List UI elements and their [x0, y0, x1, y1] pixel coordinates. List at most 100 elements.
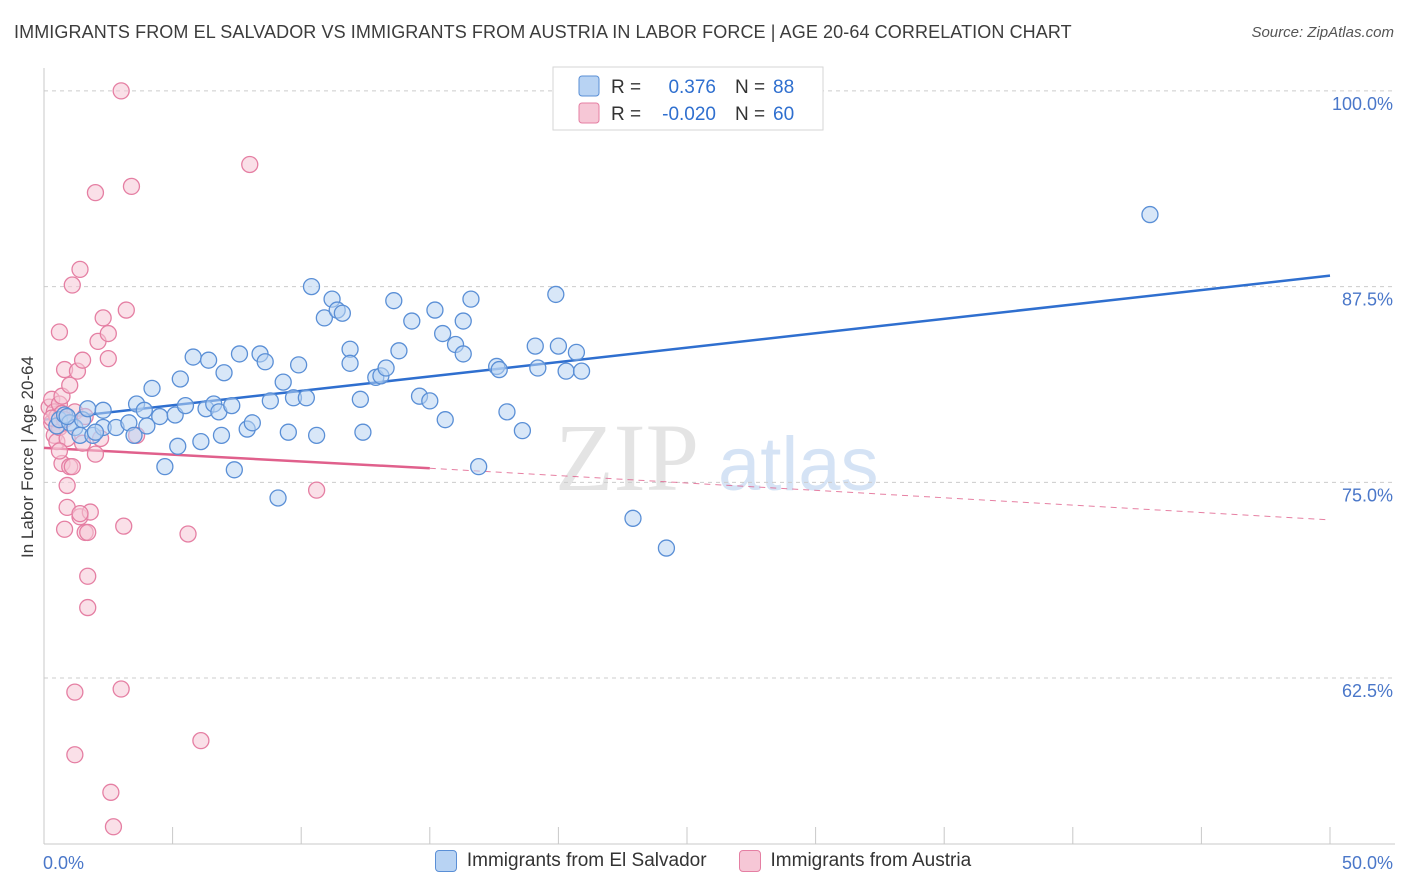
point-el-salvador [421, 392, 439, 410]
point-el-salvador [333, 304, 352, 322]
series-name-austria: Immigrants from Austria [770, 850, 972, 871]
point-austria [50, 323, 69, 341]
point-el-salvador [176, 396, 195, 415]
point-el-salvador [547, 285, 565, 304]
point-el-salvador [223, 396, 241, 415]
point-austria [241, 155, 259, 174]
legend-r-value-austria: -0.020 [662, 104, 716, 125]
point-austria [115, 517, 133, 535]
point-austria [99, 324, 117, 343]
point-el-salvador [526, 337, 544, 355]
point-el-salvador [184, 348, 202, 366]
point-el-salvador [256, 353, 274, 371]
point-el-salvador [192, 432, 210, 451]
point-austria [79, 598, 97, 617]
point-el-salvador [261, 392, 279, 410]
legend-n-label: N = [735, 77, 765, 98]
point-el-salvador [171, 370, 189, 388]
point-el-salvador [302, 277, 321, 296]
trend-line-austria [43, 446, 430, 470]
point-el-salvador [557, 362, 575, 380]
point-austria [112, 680, 130, 698]
point-el-salvador [572, 362, 591, 380]
point-el-salvador [470, 458, 488, 476]
point-el-salvador [156, 458, 174, 476]
point-el-salvador [529, 359, 547, 377]
point-austria [112, 82, 130, 100]
legend: R = 0.376 N = 88 R = -0.020 N = 60 [552, 66, 824, 131]
legend-r-label: R = [611, 104, 641, 125]
point-el-salvador [454, 312, 472, 330]
y-tick-label: 75.0% [1342, 485, 1393, 505]
tick-labels: 62.5% 75.0% 87.5% 100.0% 0.0% 50.0% [43, 94, 1393, 873]
point-austria [122, 177, 141, 196]
legend-n-value-austria: 60 [773, 104, 794, 125]
gridlines [44, 90, 1395, 679]
point-austria [55, 520, 74, 538]
point-el-salvador [169, 437, 187, 455]
point-austria [73, 351, 92, 369]
legend-n-label: N = [735, 104, 765, 125]
point-el-salvador [567, 343, 586, 362]
point-el-salvador [454, 345, 472, 363]
point-austria [86, 184, 105, 202]
point-el-salvador [151, 407, 169, 426]
point-el-salvador [135, 401, 153, 419]
point-austria [307, 481, 326, 499]
point-austria [63, 276, 81, 294]
point-austria [99, 349, 117, 368]
y-tick-label: 87.5% [1342, 290, 1393, 310]
x-tick-label-min: 0.0% [43, 853, 84, 873]
legend-n-value-el-salvador: 88 [773, 77, 794, 98]
point-el-salvador [199, 351, 218, 369]
point-el-salvador [279, 423, 297, 441]
point-austria [192, 732, 210, 750]
point-el-salvador [125, 426, 143, 444]
point-austria [94, 309, 112, 327]
point-el-salvador [138, 417, 156, 435]
chart-title: IMMIGRANTS FROM EL SALVADOR VS IMMIGRANT… [14, 22, 1072, 42]
point-austria [102, 783, 120, 801]
point-el-salvador [315, 309, 333, 327]
point-el-salvador [215, 364, 233, 382]
series-swatch-el-salvador [434, 850, 457, 872]
point-el-salvador [58, 407, 76, 426]
point-austria [63, 458, 81, 476]
point-el-salvador [351, 390, 370, 408]
point-el-salvador [289, 356, 308, 374]
point-austria [117, 301, 135, 319]
point-austria [71, 504, 89, 523]
legend-r-label: R = [611, 77, 641, 98]
point-el-salvador [307, 426, 326, 444]
data-points [40, 82, 1159, 836]
series-legend-item-austria: Immigrants from Austria [738, 850, 972, 872]
series-legend-item-el-salvador: Immigrants from El Salvador [434, 850, 707, 872]
point-el-salvador [354, 423, 372, 441]
point-el-salvador [657, 539, 676, 557]
point-el-salvador [79, 400, 97, 418]
point-el-salvador [86, 423, 105, 441]
point-el-salvador [426, 301, 444, 319]
x-tick-label-max: 50.0% [1342, 853, 1393, 873]
point-el-salvador [436, 411, 454, 429]
point-el-salvador [434, 324, 452, 343]
point-austria [86, 445, 105, 463]
point-el-salvador [1141, 205, 1159, 224]
point-austria [50, 442, 69, 460]
point-el-salvador [403, 312, 421, 330]
point-austria [79, 523, 97, 542]
point-el-salvador [498, 403, 516, 421]
y-tick-label: 62.5% [1342, 681, 1393, 701]
point-el-salvador [385, 292, 403, 310]
trend-lines [43, 274, 1331, 521]
legend-r-value-el-salvador: 0.376 [668, 77, 716, 98]
trend-line-austria-extension [429, 467, 1331, 521]
point-el-salvador [94, 401, 112, 419]
point-austria [179, 525, 197, 543]
point-el-salvador [297, 389, 315, 407]
watermark-zip: ZIP [555, 404, 699, 511]
point-el-salvador [230, 345, 249, 363]
legend-swatch-el-salvador [578, 75, 600, 97]
point-austria [66, 746, 84, 764]
point-el-salvador [341, 354, 359, 372]
